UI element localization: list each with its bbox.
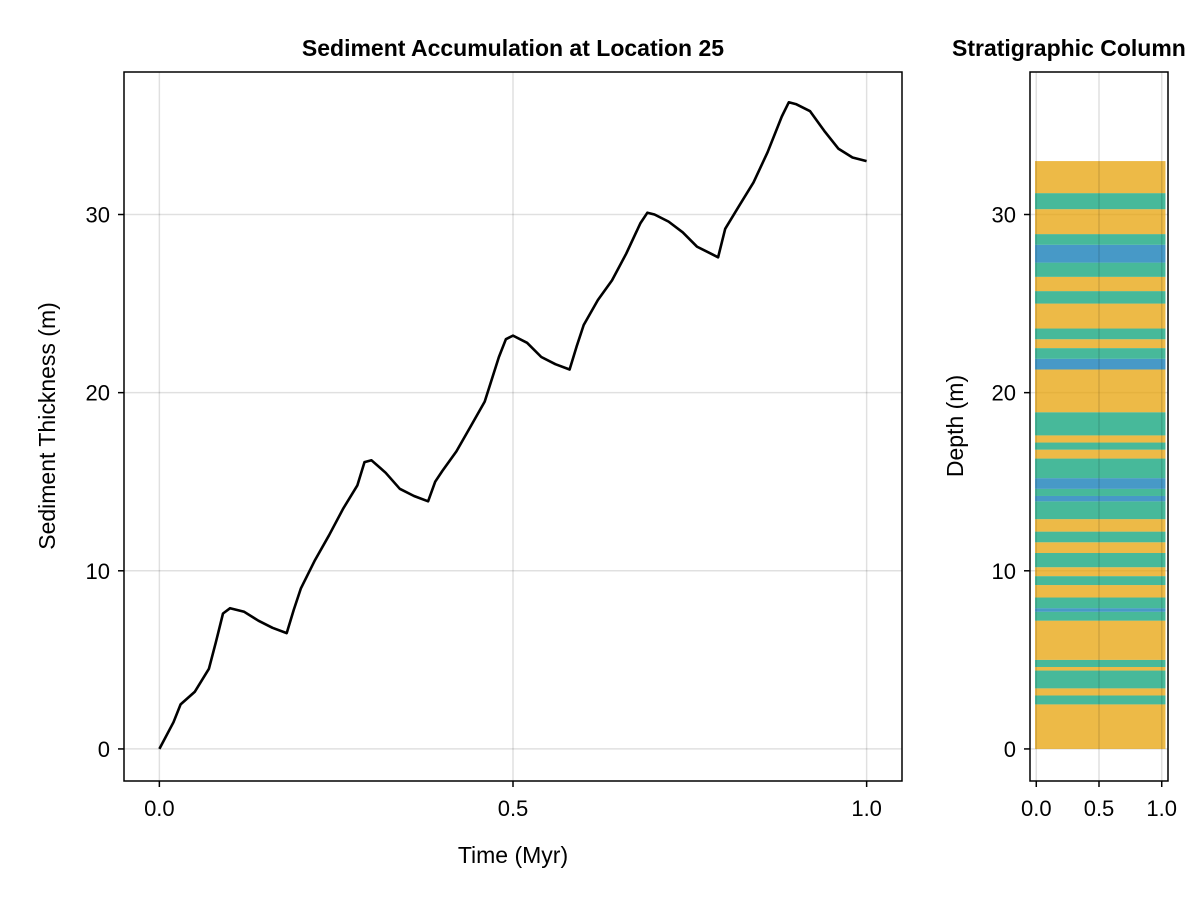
strat-layer-orange <box>1035 585 1166 598</box>
strat-layer-green <box>1035 442 1166 450</box>
right-y-tick-label: 10 <box>992 559 1016 584</box>
strat-layer-green <box>1035 695 1166 705</box>
strat-layer-blue <box>1035 244 1166 263</box>
left-grid <box>124 72 902 781</box>
strat-layer-green <box>1035 501 1166 520</box>
stratigraphic-layers <box>1035 161 1166 749</box>
strat-layer-orange <box>1035 369 1166 413</box>
strat-layer-green <box>1035 348 1166 359</box>
right-y-axis-label: Depth (m) <box>942 375 968 477</box>
strat-layer-orange <box>1035 567 1166 577</box>
left-line-layer <box>158 101 867 750</box>
left-x-tick-label: 0.5 <box>498 796 529 821</box>
sediment-accumulation-chart: 0 10 20 30 0.0 0.5 1.0 Sediment Accumulation a… <box>34 35 903 868</box>
strat-layer-green <box>1035 611 1166 621</box>
strat-layer-blue <box>1035 478 1166 489</box>
left-y-tick-label: 20 <box>86 381 110 406</box>
strat-layer-green <box>1035 412 1166 436</box>
strat-layer-orange <box>1035 620 1166 660</box>
strat-layer-green <box>1035 193 1166 210</box>
stratigraphic-column-chart: 0 10 20 30 0.0 0.5 1.0 Stratigraphic Column De… <box>942 35 1186 821</box>
strat-layer-orange <box>1035 339 1166 349</box>
strat-layer-orange <box>1035 449 1166 459</box>
left-x-tick-label: 0.0 <box>144 796 175 821</box>
strat-layer-orange <box>1035 161 1166 194</box>
strat-layer-green <box>1035 670 1166 689</box>
strat-layer-orange <box>1035 704 1166 749</box>
strat-layer-orange <box>1035 542 1166 553</box>
right-y-tick-label: 30 <box>992 203 1016 228</box>
strat-layer-green <box>1035 458 1166 479</box>
strat-layer-orange <box>1035 435 1166 443</box>
strat-layer-green <box>1035 328 1166 340</box>
strat-layer-green <box>1035 576 1166 586</box>
right-chart-title: Stratigraphic Column <box>952 35 1186 61</box>
right-y-tick-label: 0 <box>1004 737 1016 762</box>
sediment-thickness-line <box>158 101 867 750</box>
strat-layer-green <box>1035 488 1166 496</box>
strat-layer-green <box>1035 531 1166 543</box>
left-y-tick-label: 30 <box>86 203 110 228</box>
left-ticks: 0 10 20 30 0.0 0.5 1.0 <box>86 203 882 821</box>
left-x-tick-label: 1.0 <box>851 796 882 821</box>
strat-layer-orange <box>1035 209 1166 235</box>
right-x-tick-label: 1.0 <box>1146 796 1177 821</box>
strat-layer-green <box>1035 262 1166 277</box>
strat-layer-orange <box>1035 276 1166 292</box>
strat-layer-orange <box>1035 666 1166 671</box>
right-vertical-grid <box>1035 72 1163 781</box>
right-y-tick-label: 20 <box>992 381 1016 406</box>
left-y-tick-label: 10 <box>86 559 110 584</box>
strat-layer-green <box>1035 552 1166 568</box>
right-ticks: 0 10 20 30 0.0 0.5 1.0 <box>992 203 1178 821</box>
left-y-tick-label: 0 <box>98 737 110 762</box>
right-x-tick-label: 0.0 <box>1021 796 1052 821</box>
strat-layer-orange <box>1035 688 1166 696</box>
left-chart-title: Sediment Accumulation at Location 25 <box>302 35 724 61</box>
strat-layer-blue <box>1035 608 1166 612</box>
strat-layer-orange <box>1035 303 1166 329</box>
strat-layer-blue <box>1035 495 1166 502</box>
left-y-axis-label: Sediment Thickness (m) <box>34 302 60 550</box>
strat-layer-orange <box>1035 519 1166 532</box>
strat-layer-green <box>1035 597 1166 609</box>
right-x-tick-label: 0.5 <box>1084 796 1115 821</box>
left-x-axis-label: Time (Myr) <box>458 842 568 868</box>
strat-layer-green <box>1035 234 1166 245</box>
strat-layer-green <box>1035 659 1166 667</box>
strat-layer-green <box>1035 291 1166 304</box>
strat-layer-blue <box>1035 358 1166 370</box>
